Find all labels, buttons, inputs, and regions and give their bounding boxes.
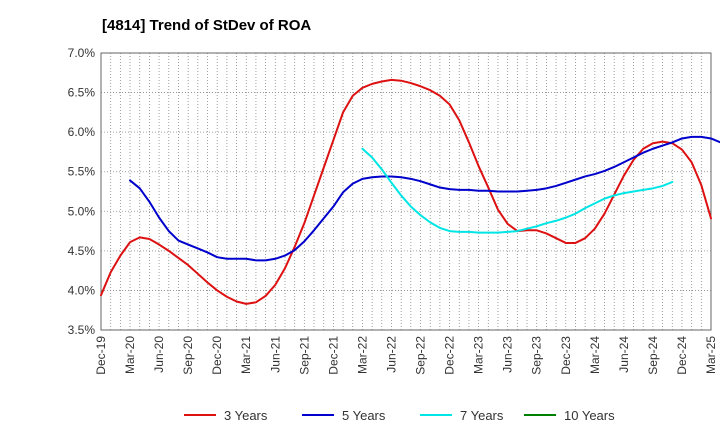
grid [101, 53, 711, 330]
series-line-5-years [129, 135, 720, 262]
x-tick-label: Jun-23 [501, 336, 515, 373]
x-tick-label: Dec-23 [559, 336, 573, 375]
x-tick-label: Dec-24 [675, 336, 689, 375]
y-tick-label: 3.5% [68, 323, 96, 337]
x-tick-label: Sep-21 [297, 336, 311, 375]
x-tick-label: Dec-20 [210, 336, 224, 375]
x-tick-label: Sep-24 [646, 336, 660, 375]
x-tick-label: Sep-23 [530, 336, 544, 375]
y-tick-label: 5.0% [68, 204, 96, 218]
y-tick-label: 4.5% [68, 244, 96, 258]
x-tick-label: Jun-20 [152, 336, 166, 373]
x-tick-label: Sep-22 [414, 336, 428, 375]
x-tick-label: Dec-19 [94, 336, 108, 375]
x-tick-label: Mar-24 [588, 336, 602, 374]
y-tick-label: 5.5% [68, 165, 96, 179]
legend-label: 10 Years [564, 408, 615, 423]
x-tick-label: Mar-25 [704, 336, 718, 374]
y-tick-label: 6.5% [68, 86, 96, 100]
x-tick-label: Jun-21 [268, 336, 282, 373]
x-tick-label: Mar-21 [239, 336, 253, 374]
x-tick-label: Sep-20 [181, 336, 195, 375]
y-tick-label: 6.0% [68, 125, 96, 139]
series-lines [100, 78, 720, 305]
series-line-7-years [361, 147, 674, 234]
chart-title: [4814] Trend of StDev of ROA [102, 17, 311, 34]
x-tick-label: Mar-23 [472, 336, 486, 374]
x-tick-label: Dec-21 [326, 336, 340, 375]
x-tick-label: Jun-24 [617, 336, 631, 373]
y-axis: 3.5% 4.0% 4.5% 5.0% 5.5% 6.0% 6.5% 7.0% [68, 46, 96, 337]
x-tick-label: Mar-20 [123, 336, 137, 374]
x-tick-label: Dec-22 [443, 336, 457, 375]
x-tick-label: Mar-22 [355, 336, 369, 374]
series-line-3-years [100, 78, 712, 305]
legend: 3 Years 5 Years 7 Years 10 Years [184, 408, 615, 423]
legend-label: 5 Years [342, 408, 386, 423]
plot-frame [100, 52, 712, 331]
x-tick-label: Jun-22 [384, 336, 398, 373]
y-tick-label: 4.0% [68, 283, 96, 297]
legend-label: 3 Years [224, 408, 268, 423]
x-axis: Dec-19 Mar-20 Jun-20 Sep-20 Dec-20 Mar-21 Jun-… [94, 336, 718, 375]
legend-label: 7 Years [460, 408, 504, 423]
y-tick-label: 7.0% [68, 46, 96, 60]
